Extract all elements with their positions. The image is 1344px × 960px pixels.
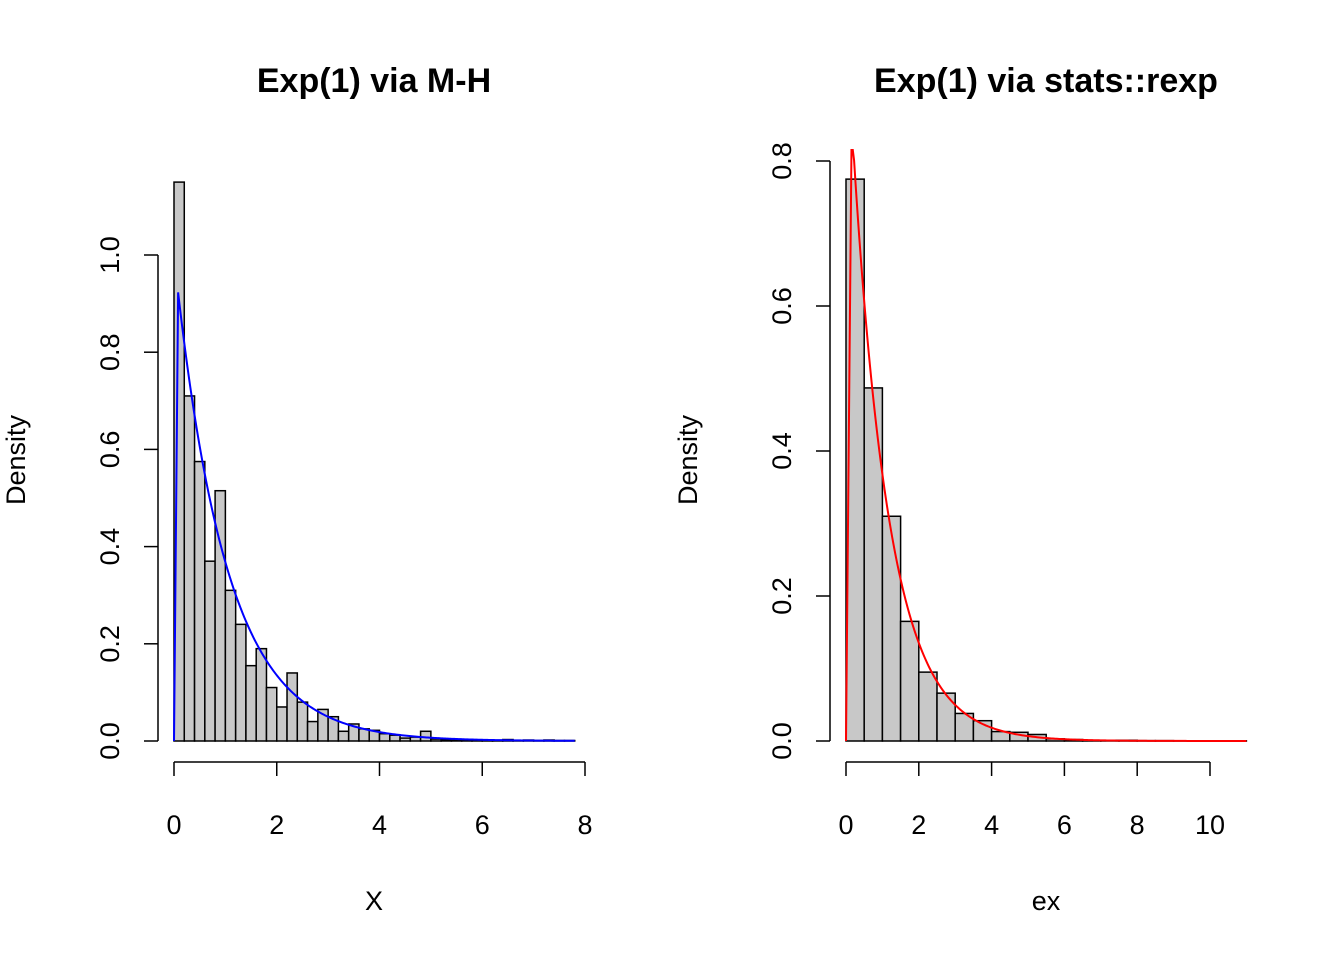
x-tick-label: 6 [1057, 810, 1072, 840]
histogram-bar [296, 701, 309, 742]
y-tick-label: 0.4 [767, 432, 797, 470]
x-tick-label: 10 [1195, 810, 1225, 840]
x-axis-label: X [365, 886, 383, 916]
y-tick-label: 0.8 [95, 333, 125, 371]
x-tick-label: 8 [1130, 810, 1145, 840]
y-tick-label: 1.0 [95, 236, 125, 274]
histogram-bar [224, 589, 237, 742]
x-tick-label: 8 [577, 810, 592, 840]
histogram-bar [389, 734, 401, 742]
histogram-bar [430, 738, 442, 742]
density-curve [173, 292, 575, 742]
histogram-bar [899, 620, 920, 742]
y-tick-label: 0.8 [767, 142, 797, 180]
x-tick-label: 2 [269, 810, 284, 840]
x-tick-label: 0 [166, 810, 181, 840]
x-tick-label: 2 [911, 810, 926, 840]
density-curve [845, 149, 1247, 742]
histogram-bar [183, 395, 196, 742]
histogram-bar [255, 647, 268, 742]
histogram-bar [881, 515, 902, 742]
x-axis-label: ex [1032, 886, 1061, 916]
histogram-bar [204, 560, 216, 742]
y-tick-label: 0.0 [767, 722, 797, 760]
y-tick-label: 0.6 [767, 287, 797, 325]
chart-title: Exp(1) via stats::rexp [874, 62, 1218, 100]
histogram-bar [265, 686, 278, 742]
histogram-bar [440, 738, 453, 742]
histogram-bar [327, 715, 340, 742]
histogram-bar [276, 706, 288, 742]
histogram-bar [286, 672, 299, 742]
x-tick-label: 4 [372, 810, 387, 840]
y-tick-label: 0.6 [95, 431, 125, 469]
y-tick-label: 0.2 [95, 625, 125, 663]
histogram-bar [245, 664, 257, 742]
chart-title: Exp(1) via M-H [257, 62, 491, 100]
histogram-bar [863, 387, 884, 742]
histogram-bar [378, 732, 391, 742]
panel-1: Exp(1) via M-H X Density 0 2 4 6 8 0.0 0.2 0.4 0.6 0… [1, 62, 593, 916]
histogram-bar [399, 737, 412, 742]
histogram-bar [234, 623, 247, 742]
histogram-bar [337, 730, 350, 742]
histogram-bar [936, 692, 956, 742]
histogram-bar [918, 671, 938, 742]
y-tick-label: 0.0 [95, 722, 125, 760]
histogram-bar [450, 739, 463, 742]
histogram-bar [193, 460, 206, 742]
x-tick-label: 4 [984, 810, 999, 840]
x-tick-label: 6 [475, 810, 490, 840]
y-axis-label: Density [673, 414, 703, 505]
histogram-bar [306, 720, 319, 742]
y-tick-label: 0.2 [767, 577, 797, 615]
y-axis-label: Density [1, 414, 31, 505]
y-tick-label: 0.4 [95, 528, 125, 566]
x-tick-label: 0 [838, 810, 853, 840]
